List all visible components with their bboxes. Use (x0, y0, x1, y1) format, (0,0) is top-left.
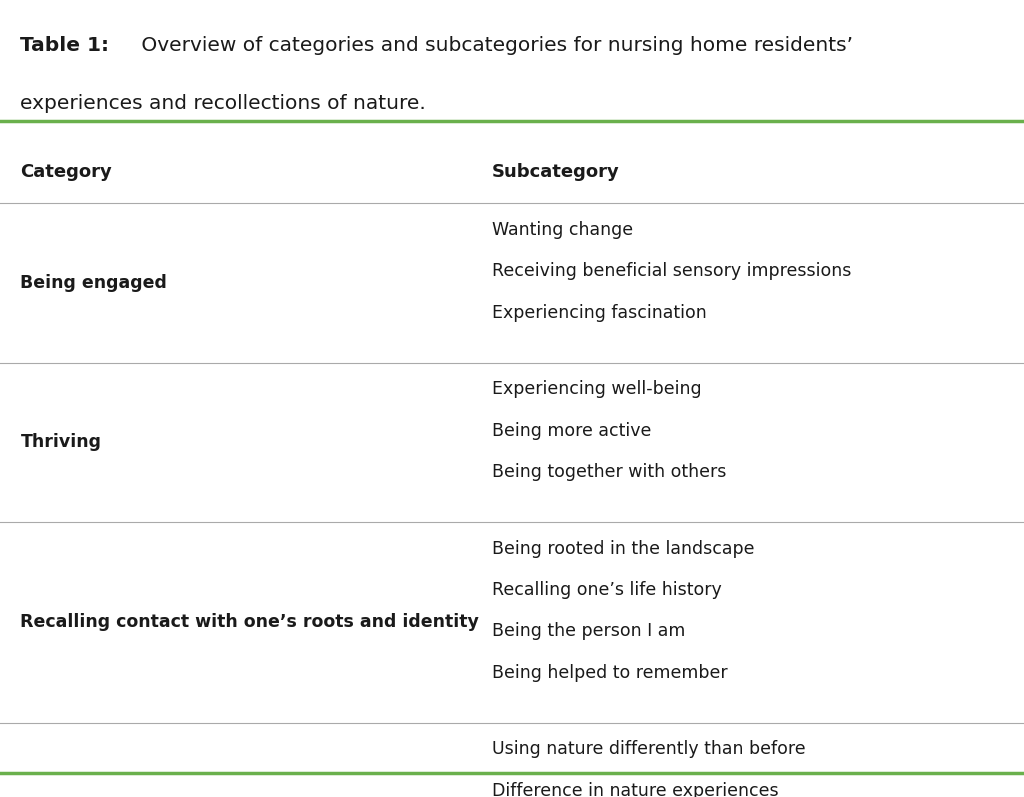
Text: Recalling one’s life history: Recalling one’s life history (492, 581, 721, 599)
Text: Wanting change: Wanting change (492, 221, 633, 239)
Text: Being more active: Being more active (492, 422, 651, 440)
Text: Being helped to remember: Being helped to remember (492, 664, 727, 682)
Text: experiences and recollections of nature.: experiences and recollections of nature. (20, 94, 426, 113)
Text: Overview of categories and subcategories for nursing home residents’: Overview of categories and subcategories… (135, 36, 853, 55)
Text: Being rooted in the landscape: Being rooted in the landscape (492, 540, 754, 558)
Text: Experiencing well-being: Experiencing well-being (492, 380, 701, 398)
Text: Being the person I am: Being the person I am (492, 622, 685, 641)
Text: Category: Category (20, 163, 113, 181)
Text: Recalling contact with one’s roots and identity: Recalling contact with one’s roots and i… (20, 614, 479, 631)
Text: Using nature differently than before: Using nature differently than before (492, 740, 805, 759)
Text: Being together with others: Being together with others (492, 463, 726, 481)
Text: Difference in nature experiences: Difference in nature experiences (492, 782, 778, 797)
Text: Receiving beneficial sensory impressions: Receiving beneficial sensory impressions (492, 262, 851, 281)
Text: Experiencing fascination: Experiencing fascination (492, 304, 707, 322)
Text: Table 1:: Table 1: (20, 36, 110, 55)
Text: Subcategory: Subcategory (492, 163, 620, 181)
Text: Being engaged: Being engaged (20, 274, 167, 292)
Text: Thriving: Thriving (20, 434, 101, 451)
